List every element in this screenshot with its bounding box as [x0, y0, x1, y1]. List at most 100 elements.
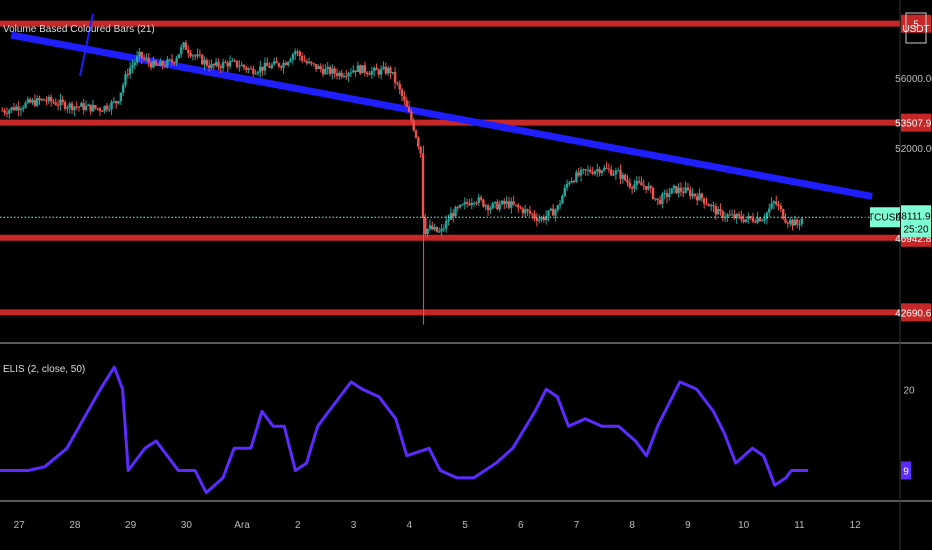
candle[interactable] [393, 66, 397, 89]
candle[interactable] [605, 161, 608, 170]
candle[interactable] [354, 70, 357, 77]
candle[interactable] [24, 100, 27, 109]
candle[interactable] [145, 53, 148, 62]
currency-tag[interactable]: USDT [902, 12, 930, 44]
candle[interactable] [747, 212, 750, 224]
candle[interactable] [310, 61, 313, 66]
candle[interactable] [447, 214, 450, 226]
candle[interactable] [403, 91, 406, 105]
candle[interactable] [765, 211, 769, 225]
candle[interactable] [775, 195, 778, 207]
candle[interactable] [115, 100, 118, 109]
candle[interactable] [149, 60, 153, 71]
candle[interactable] [84, 100, 88, 112]
candle[interactable] [326, 62, 329, 75]
candle[interactable] [352, 65, 355, 74]
candle[interactable] [370, 66, 374, 79]
candle[interactable] [152, 56, 155, 69]
candle[interactable] [798, 219, 801, 231]
candle[interactable] [168, 58, 171, 62]
candle[interactable] [407, 100, 411, 113]
candle[interactable] [345, 69, 348, 80]
candle[interactable] [768, 203, 771, 217]
candle[interactable] [96, 107, 99, 111]
candle[interactable] [75, 101, 78, 111]
candle[interactable] [365, 70, 369, 77]
candle[interactable] [5, 107, 9, 118]
candle[interactable] [751, 212, 755, 224]
candle[interactable] [679, 182, 683, 197]
candle[interactable] [435, 226, 439, 233]
candle[interactable] [537, 214, 541, 224]
candle[interactable] [777, 200, 780, 211]
candle[interactable] [656, 198, 659, 206]
candle[interactable] [637, 176, 641, 184]
candle[interactable] [19, 106, 23, 117]
candle[interactable] [256, 70, 260, 77]
candle[interactable] [438, 227, 441, 234]
candle[interactable] [212, 63, 216, 70]
candle[interactable] [614, 167, 618, 181]
candle[interactable] [735, 212, 738, 224]
candle[interactable] [705, 197, 708, 206]
candle[interactable] [640, 176, 643, 186]
candle[interactable] [235, 60, 239, 69]
candle[interactable] [40, 98, 44, 102]
candle[interactable] [623, 173, 627, 182]
candle[interactable] [70, 101, 74, 114]
candle[interactable] [191, 54, 195, 61]
candle[interactable] [361, 65, 364, 74]
candle[interactable] [140, 51, 143, 65]
candle[interactable] [198, 49, 202, 58]
candle[interactable] [147, 52, 150, 67]
candle[interactable] [342, 72, 346, 79]
candle[interactable] [561, 194, 564, 204]
candle[interactable] [303, 55, 306, 62]
candle[interactable] [689, 186, 692, 200]
candle[interactable] [61, 95, 64, 106]
candle[interactable] [456, 205, 460, 212]
candle[interactable] [317, 64, 320, 70]
candle[interactable] [551, 203, 555, 216]
candle[interactable] [658, 195, 662, 206]
candle[interactable] [477, 193, 480, 207]
candle[interactable] [245, 65, 248, 73]
candle[interactable] [291, 52, 295, 65]
candle[interactable] [163, 60, 167, 69]
candle[interactable] [214, 57, 218, 68]
candle[interactable] [226, 60, 229, 73]
candle[interactable] [347, 71, 350, 82]
candle[interactable] [649, 184, 652, 194]
candle[interactable] [591, 166, 594, 176]
candle[interactable] [49, 94, 53, 107]
candle[interactable] [31, 97, 34, 105]
candle[interactable] [305, 58, 308, 65]
candle[interactable] [203, 56, 206, 71]
candle[interactable] [196, 48, 199, 59]
candle[interactable] [424, 213, 427, 236]
candle[interactable] [89, 104, 92, 115]
candle[interactable] [54, 97, 57, 106]
candle[interactable] [451, 209, 455, 223]
candle[interactable] [598, 166, 601, 177]
candle[interactable] [475, 200, 478, 206]
candle[interactable] [205, 57, 209, 68]
candle[interactable] [391, 72, 394, 75]
candle[interactable] [440, 224, 443, 237]
candle[interactable] [217, 58, 220, 71]
candle[interactable] [770, 197, 773, 211]
candle[interactable] [610, 165, 613, 177]
candle[interactable] [3, 107, 6, 116]
candle[interactable] [307, 57, 311, 65]
candle[interactable] [333, 66, 336, 79]
candle[interactable] [421, 153, 425, 219]
candle[interactable] [800, 217, 803, 227]
candle[interactable] [568, 180, 571, 187]
candle[interactable] [119, 92, 123, 105]
candle[interactable] [484, 203, 487, 211]
candle[interactable] [142, 54, 146, 62]
candle[interactable] [686, 182, 690, 192]
candle[interactable] [410, 109, 413, 123]
candle[interactable] [273, 57, 276, 66]
candle[interactable] [449, 207, 453, 220]
